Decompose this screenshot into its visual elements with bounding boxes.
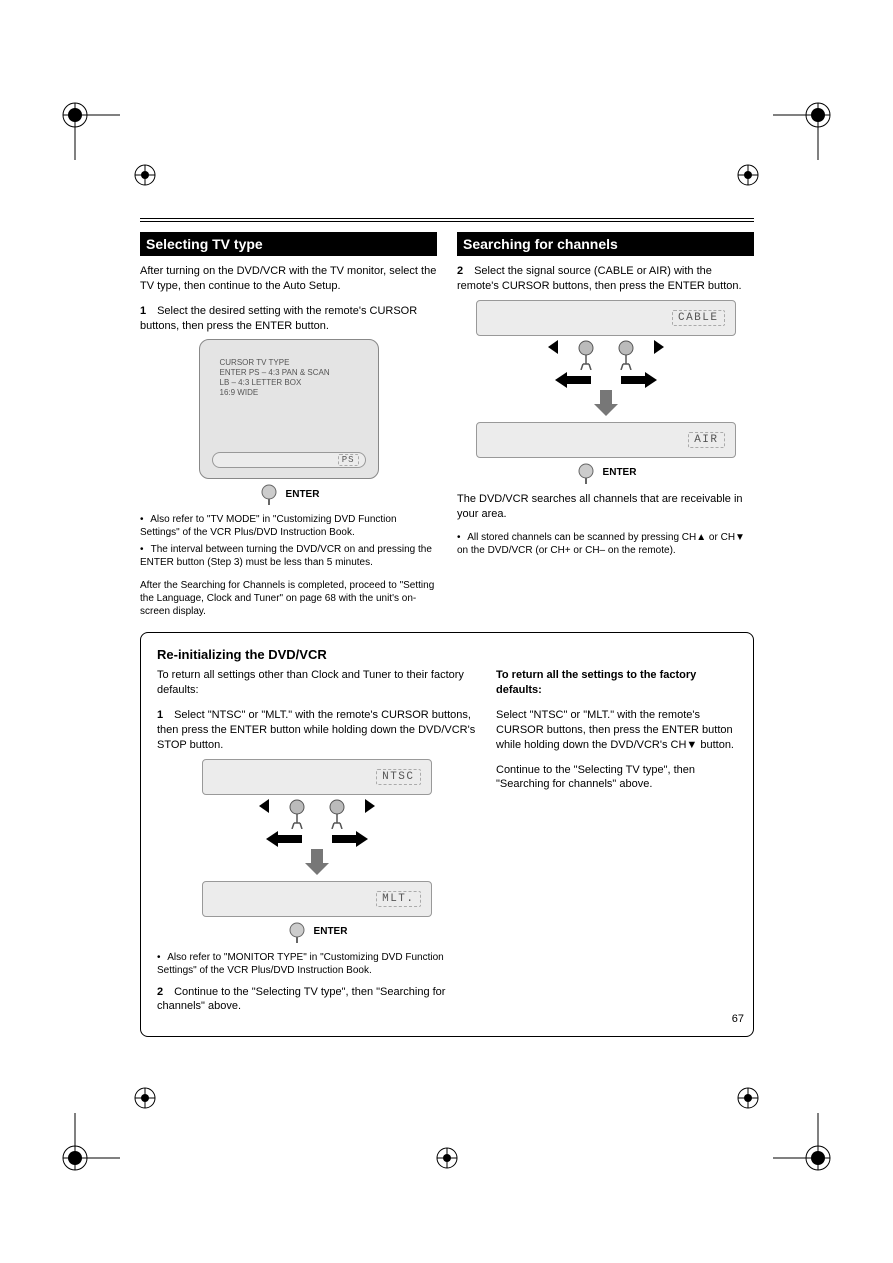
step-number: 1: [157, 708, 171, 723]
registration-mark-icon: [773, 1113, 833, 1173]
reinit-right: To return all the settings to the factor…: [496, 668, 737, 1020]
registration-mark-icon: [733, 1083, 763, 1113]
registration-mark-icon: [432, 1143, 462, 1173]
reinit-intro-2b: Select "NTSC" or "MLT." with the remote'…: [496, 708, 737, 753]
reinit-step-1: 1 Select "NTSC" or "MLT." with the remot…: [157, 708, 476, 753]
left-step: 1 Select the desired setting with the re…: [140, 304, 437, 334]
enter-row: ENTER: [457, 462, 754, 484]
step-text: Continue to the "Selecting TV type", the…: [157, 986, 445, 1013]
lcd-readout: MLT.: [376, 891, 420, 907]
right-step: 2 Select the signal source (CABLE or AIR…: [457, 264, 754, 294]
arrow-left-icon: [555, 372, 591, 388]
arrow-down-icon: [594, 390, 618, 416]
bullet: •: [457, 531, 465, 544]
reinit-intro-2a: To return all the settings to the factor…: [496, 668, 737, 698]
note-text: The interval between turning the DVD/VCR…: [140, 544, 432, 568]
front-panel-strip: NTSC: [202, 759, 432, 795]
enter-row: ENTER: [140, 483, 437, 505]
press-button-icon: [285, 799, 309, 829]
step-number: 2: [157, 985, 171, 1000]
left-column: Selecting TV type After turning on the D…: [140, 232, 437, 618]
note-text: Also refer to "MONITOR TYPE" in "Customi…: [157, 952, 444, 976]
enter-button-icon: [286, 921, 308, 943]
front-panel-strip: AIR: [476, 422, 736, 458]
arrow-left-icon: [266, 831, 302, 847]
press-button-icon: [614, 340, 638, 370]
step-number: 2: [457, 264, 471, 279]
arrow-down-icon: [305, 849, 329, 875]
step-text: Select "NTSC" or "MLT." with the remote'…: [157, 709, 475, 751]
registration-mark-icon: [773, 100, 833, 160]
osd-line: LB – 4:3 LETTER BOX: [220, 378, 370, 388]
press-button-icon: [325, 799, 349, 829]
page-number: 67: [732, 1013, 744, 1025]
arrow-right-icon: [621, 372, 657, 388]
lcd-readout: AIR: [688, 432, 724, 448]
registration-mark-icon: [60, 1113, 120, 1173]
note-text: Also refer to "TV MODE" in "Customizing …: [140, 514, 397, 538]
right-column: Searching for channels 2 Select the sign…: [457, 232, 754, 618]
step-text: Select the signal source (CABLE or AIR) …: [457, 265, 742, 292]
enter-label: ENTER: [603, 467, 637, 478]
tv-screen-area: CURSOR TV TYPE ENTER PS – 4:3 PAN & SCAN…: [210, 350, 368, 450]
left-intro: After turning on the DVD/VCR with the TV…: [140, 264, 437, 294]
bullet: •: [140, 513, 148, 526]
left-note-1: • Also refer to "TV MODE" in "Customizin…: [140, 513, 437, 539]
lcd-readout: CABLE: [672, 310, 725, 326]
bullet: •: [157, 951, 165, 964]
page-content: Selecting TV type After turning on the D…: [140, 218, 754, 1037]
registration-mark-icon: [130, 160, 160, 190]
enter-button-icon: [575, 462, 597, 484]
enter-label: ENTER: [286, 489, 320, 500]
reinit-intro-1: To return all settings other than Clock …: [157, 668, 476, 698]
reinit-left: To return all settings other than Clock …: [157, 668, 476, 1020]
reinit-title: Re-initializing the DVD/VCR: [157, 647, 737, 662]
osd-line: ENTER PS – 4:3 PAN & SCAN: [220, 368, 370, 378]
front-panel-strip: CABLE: [476, 300, 736, 336]
heading-right: Searching for channels: [457, 232, 754, 256]
reinitialize-box: Re-initializing the DVD/VCR To return al…: [140, 632, 754, 1037]
reinit-intro-2c: Continue to the "Selecting TV type", the…: [496, 763, 737, 793]
cursor-buttons-row: [457, 340, 754, 370]
enter-row: ENTER: [157, 921, 476, 943]
manual-page: Selecting TV type After turning on the D…: [0, 0, 893, 1263]
note-text: All stored channels can be scanned by pr…: [457, 532, 745, 556]
osd-line: 16:9 WIDE: [220, 388, 370, 398]
cursor-buttons-row: [157, 799, 476, 829]
enter-button-icon: [258, 483, 280, 505]
down-arrow: [157, 849, 476, 875]
arrow-right-icon: [332, 831, 368, 847]
reinit-note: • Also refer to "MONITOR TYPE" in "Custo…: [157, 951, 476, 977]
lcd-readout: NTSC: [376, 769, 420, 785]
arrow-row: [157, 831, 476, 847]
arrow-row: [457, 372, 754, 388]
lcd-readout: PS: [338, 454, 359, 466]
right-note: • All stored channels can be scanned by …: [457, 531, 754, 557]
triangle-right-icon: [365, 799, 375, 829]
registration-mark-icon: [130, 1083, 160, 1113]
registration-mark-icon: [733, 160, 763, 190]
reinit-step-2: 2 Continue to the "Selecting TV type", t…: [157, 985, 476, 1015]
triangle-left-icon: [548, 340, 558, 370]
double-rule: [140, 218, 754, 222]
two-columns: Selecting TV type After turning on the D…: [140, 232, 754, 618]
bullet: •: [140, 543, 148, 556]
down-arrow: [457, 390, 754, 416]
step-number: 1: [140, 304, 154, 319]
left-note-2: • The interval between turning the DVD/V…: [140, 543, 437, 569]
triangle-right-icon: [654, 340, 664, 370]
registration-mark-icon: [60, 100, 120, 160]
tv-screen-illustration: CURSOR TV TYPE ENTER PS – 4:3 PAN & SCAN…: [199, 339, 379, 479]
right-caption: The DVD/VCR searches all channels that a…: [457, 492, 754, 522]
tv-onscreen-text: CURSOR TV TYPE ENTER PS – 4:3 PAN & SCAN…: [220, 358, 370, 398]
step-text: Select the desired setting with the remo…: [140, 305, 417, 332]
left-note-3: After the Searching for Channels is comp…: [140, 579, 437, 618]
osd-line: CURSOR TV TYPE: [220, 358, 370, 368]
triangle-left-icon: [259, 799, 269, 829]
press-button-icon: [574, 340, 598, 370]
tv-front-panel: PS: [212, 452, 366, 468]
enter-label: ENTER: [314, 926, 348, 937]
front-panel-strip: MLT.: [202, 881, 432, 917]
heading-left: Selecting TV type: [140, 232, 437, 256]
